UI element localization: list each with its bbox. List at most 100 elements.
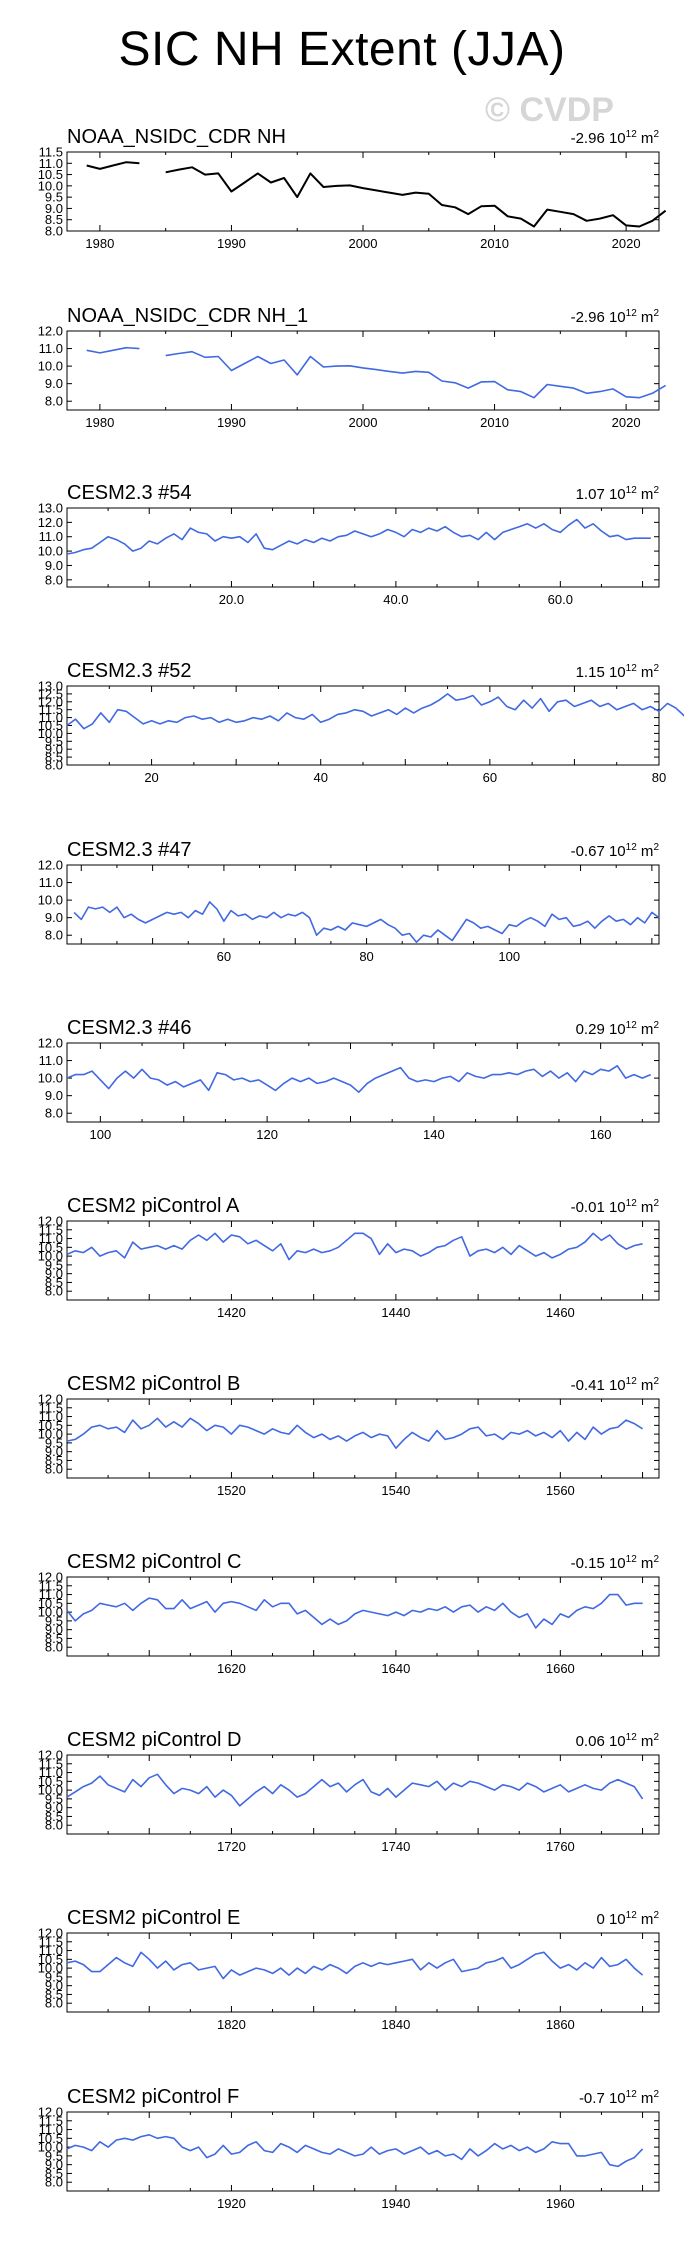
y-tick-label: 10.5 — [38, 1418, 63, 1433]
x-tick-label: 40.0 — [383, 592, 408, 607]
x-tick-label: 1420 — [217, 1305, 246, 1320]
y-tick-label: 12.0 — [38, 1926, 63, 1941]
panel-title: CESM2 piControl A — [67, 1195, 240, 1217]
plot-frame — [66, 685, 660, 766]
x-tick-label: 1820 — [217, 2017, 246, 2032]
y-tick-label: 8.0 — [45, 224, 63, 239]
series-line — [73, 901, 660, 943]
panel-trend: 1.15 1012 m2 — [576, 663, 660, 681]
y-tick-label: 11.0 — [39, 1587, 63, 1602]
plot-frame — [66, 151, 660, 232]
y-tick-label: 11.5 — [39, 2113, 63, 2128]
panel-title: CESM2 piControl D — [67, 1729, 242, 1751]
plot-frame — [66, 1932, 660, 2013]
x-tick-label: 2010 — [480, 236, 509, 251]
panel-trend: -0.01 1012 m2 — [571, 1198, 660, 1216]
plot-frame — [66, 1398, 660, 1479]
x-tick-label: 2000 — [349, 236, 378, 251]
panel-trend: -0.41 1012 m2 — [571, 1376, 660, 1394]
y-tick-label: 12.0 — [38, 1570, 63, 1585]
plot-frame — [66, 2111, 660, 2192]
series-line — [66, 1065, 652, 1093]
plot-frame — [66, 1042, 660, 1123]
y-tick-label: 10.0 — [38, 726, 63, 741]
y-tick-label: 11.0 — [39, 1231, 63, 1246]
y-tick-label: 8.0 — [45, 928, 63, 943]
y-tick-label: 11.0 — [39, 875, 63, 890]
plot-frame — [66, 507, 660, 588]
y-tick-label: 9.0 — [45, 1978, 63, 1993]
x-tick-label: 1940 — [381, 2196, 410, 2211]
y-tick-label: 8.0 — [45, 758, 63, 773]
y-tick-label: 8.0 — [45, 1462, 63, 1477]
y-tick-label: 9.0 — [45, 558, 63, 573]
y-tick-label: 9.0 — [45, 910, 63, 925]
y-tick-label: 12.0 — [38, 694, 63, 709]
y-tick-label: 9.5 — [45, 1613, 63, 1628]
y-tick-label: 10.0 — [38, 1605, 63, 1620]
y-tick-label: 12.5 — [38, 686, 63, 701]
y-tick-label: 8.0 — [45, 572, 63, 587]
x-tick-label: 140 — [423, 1127, 445, 1142]
y-tick-label: 12.0 — [38, 324, 63, 339]
figure-title: SIC NH Extent (JJA) — [118, 23, 566, 76]
y-tick-label: 11.5 — [39, 1400, 63, 1415]
y-tick-label: 11.0 — [39, 710, 63, 725]
x-tick-label: 2010 — [480, 415, 509, 430]
panel-trend: -2.96 1012 m2 — [571, 308, 660, 326]
series-line — [86, 346, 667, 399]
series-line — [66, 693, 684, 730]
y-tick-label: 10.5 — [38, 1596, 63, 1611]
x-tick-label: 1460 — [546, 1305, 575, 1320]
y-tick-label: 10.5 — [38, 718, 63, 733]
series-line — [66, 1417, 644, 1449]
y-tick-label: 9.0 — [45, 1800, 63, 1815]
panel-trend: 0.06 1012 m2 — [576, 1732, 660, 1750]
cvdp-watermark: © CVDP — [485, 91, 614, 129]
y-tick-label: 11.0 — [39, 1409, 63, 1424]
y-tick-label: 8.5 — [45, 1809, 63, 1824]
y-tick-label: 11.0 — [39, 341, 63, 356]
panel-title: CESM2.3 #54 — [67, 482, 192, 504]
panel-title: CESM2 piControl C — [67, 1551, 242, 1573]
y-tick-label: 10.5 — [38, 1774, 63, 1789]
x-tick-label: 1620 — [217, 1661, 246, 1676]
x-tick-label: 1920 — [217, 2196, 246, 2211]
x-tick-label: 1440 — [381, 1305, 410, 1320]
x-tick-label: 1980 — [85, 236, 114, 251]
panel-12: CESM2 piControl F -0.7 1012 m2 8.08.59.09.… — [38, 2086, 660, 2211]
panel-trend: -0.7 1012 m2 — [579, 2089, 660, 2107]
x-tick-label: 1720 — [217, 1839, 246, 1854]
y-tick-label: 12.0 — [38, 1214, 63, 1229]
x-tick-label: 1660 — [546, 1661, 575, 1676]
y-tick-label: 9.5 — [45, 1257, 63, 1272]
series-line — [66, 1773, 644, 1807]
plot-frame — [66, 864, 660, 945]
y-tick-label: 11.0 — [39, 1943, 63, 1958]
x-tick-label: 80 — [652, 770, 666, 785]
y-tick-label: 11.5 — [39, 145, 63, 160]
y-tick-label: 9.5 — [45, 1791, 63, 1806]
y-tick-label: 10.5 — [38, 1952, 63, 1967]
y-tick-label: 10.0 — [38, 893, 63, 908]
panel-6: CESM2.3 #46 0.29 1012 m2 8.0 9.0 10.0 11.0 12.… — [38, 1017, 660, 1142]
y-tick-label: 8.0 — [45, 1996, 63, 2011]
y-tick-label: 12.0 — [38, 515, 63, 530]
y-tick-label: 10.0 — [38, 1961, 63, 1976]
y-tick-label: 13.0 — [38, 679, 63, 694]
y-tick-label: 10.0 — [38, 1249, 63, 1264]
x-tick-label: 1960 — [546, 2196, 575, 2211]
panel-title: CESM2.3 #47 — [67, 839, 192, 861]
y-tick-label: 9.5 — [45, 2148, 63, 2163]
panel-title: CESM2.3 #46 — [67, 1017, 192, 1039]
y-tick-label: 11.5 — [39, 1222, 63, 1237]
y-tick-label: 8.0 — [45, 2175, 63, 2190]
y-tick-label: 8.0 — [45, 1818, 63, 1833]
x-tick-label: 1990 — [217, 415, 246, 430]
x-tick-label: 80 — [359, 949, 373, 964]
y-tick-label: 10.0 — [38, 178, 63, 193]
y-tick-label: 10.0 — [38, 359, 63, 374]
x-tick-label: 60 — [217, 949, 231, 964]
y-tick-label: 9.0 — [45, 1622, 63, 1637]
